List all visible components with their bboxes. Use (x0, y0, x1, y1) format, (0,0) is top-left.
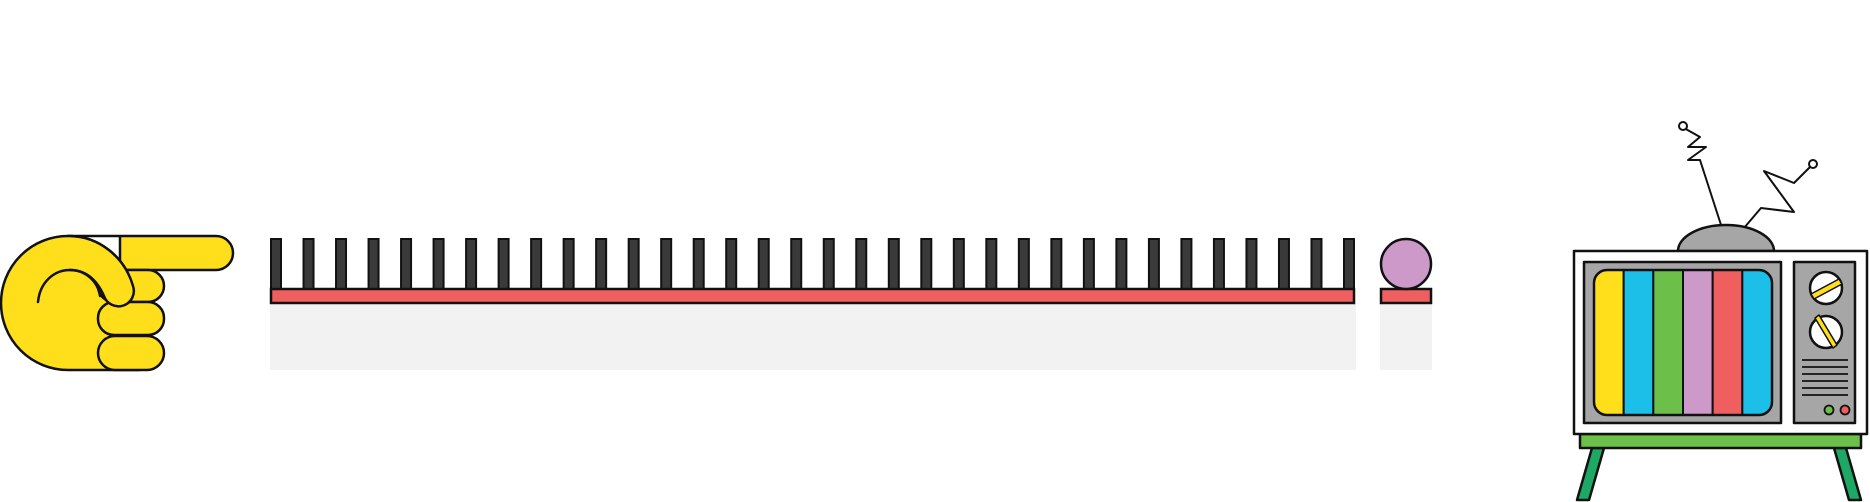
comb-teeth (270, 238, 1355, 291)
comb-tooth (887, 238, 900, 291)
comb-tooth (952, 238, 965, 291)
comb-tooth (432, 238, 445, 291)
television-icon (1572, 121, 1869, 502)
comb-tooth (595, 238, 608, 291)
antenna-right-tip (1808, 159, 1818, 169)
comb-tooth (1310, 238, 1323, 291)
pointing-hand-icon (0, 234, 235, 372)
hand-finger-3 (96, 334, 166, 372)
comb-tooth (660, 238, 673, 291)
ball-icon (1379, 237, 1433, 370)
comb-tooth (530, 238, 543, 291)
comb-tooth (1147, 238, 1160, 291)
comb-tooth (302, 238, 315, 291)
comb-tooth (367, 238, 380, 291)
tv-color-bar (1652, 270, 1684, 415)
tv-screen (1592, 268, 1774, 417)
antenna-left-tip (1678, 121, 1688, 131)
tv-leg-left (1575, 446, 1606, 502)
comb-tooth (725, 238, 738, 291)
tv-color-bars (1594, 270, 1772, 415)
dial-icon (1808, 270, 1844, 350)
comb-icon (269, 238, 1356, 370)
comb-tooth (1212, 238, 1225, 291)
comb-tooth (1277, 238, 1290, 291)
tv-led-green (1823, 404, 1835, 416)
comb-tooth (855, 238, 868, 291)
comb-tooth (1343, 238, 1355, 291)
tv-color-bar (1594, 270, 1625, 415)
comb-tooth (1050, 238, 1063, 291)
comb-tooth (400, 238, 413, 291)
tv-leg-right (1832, 446, 1863, 502)
comb-tooth (335, 238, 348, 291)
comb-tooth (920, 238, 933, 291)
comb-tooth (822, 238, 835, 291)
tv-color-bar (1711, 270, 1744, 415)
comb-tooth (465, 238, 478, 291)
hand-index-finger (66, 234, 235, 272)
tv-color-bar (1682, 270, 1714, 415)
comb-tooth (562, 238, 575, 291)
comb-tooth (790, 238, 803, 291)
comb-tooth (1017, 238, 1030, 291)
ball-shadow (1380, 303, 1432, 370)
tv-color-bar (1741, 270, 1772, 415)
comb-tooth (1082, 238, 1095, 291)
tv-knob-1-stripe (1810, 278, 1843, 300)
hand-thumb-crease (36, 268, 102, 304)
comb-tooth (1180, 238, 1193, 291)
comb-tooth (270, 238, 282, 291)
comb-tooth (1115, 238, 1128, 291)
comb-bar (269, 287, 1356, 305)
tv-stand (1578, 432, 1863, 450)
hand-finger-2 (96, 300, 166, 337)
comb-tooth (1245, 238, 1258, 291)
tv-dome (1676, 223, 1776, 253)
comb-tooth (757, 238, 770, 291)
comb-tooth (692, 238, 705, 291)
comb-tooth (497, 238, 510, 291)
ball-pedestal (1379, 287, 1433, 305)
ball (1379, 237, 1433, 291)
tv-color-bar (1622, 270, 1655, 415)
tv-knob-2-stripe (1814, 314, 1838, 349)
antenna-icon (1678, 121, 1818, 229)
tv-speaker-grille (1802, 359, 1848, 396)
comb-tooth (985, 238, 998, 291)
tv-led-red (1839, 404, 1851, 416)
antenna-left (1683, 127, 1723, 229)
comb-shadow (270, 303, 1356, 370)
antenna-right (1743, 166, 1811, 229)
comb-tooth (627, 238, 640, 291)
